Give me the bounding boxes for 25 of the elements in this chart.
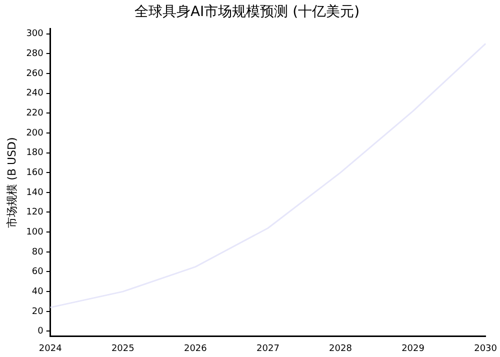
x-tick-label: 2024 (38, 344, 62, 354)
x-tick-label: 2026 (184, 344, 208, 354)
y-tick-label: 240 (26, 88, 44, 99)
x-tick-label: 2030 (474, 344, 498, 354)
chart-title: 全球具身AI市场规模预测 (十亿美元) (134, 4, 360, 20)
y-tick-label: 140 (26, 188, 44, 198)
y-tick-label: 20 (32, 306, 44, 317)
y-tick-label: 180 (26, 148, 44, 158)
y-tick-label: 0 (38, 326, 44, 337)
y-tick-label: 60 (32, 267, 44, 278)
y-tick-label: 40 (32, 286, 44, 297)
y-axis-title: 市场规模 (B USD) (5, 137, 18, 228)
x-tick-label: 2027 (256, 344, 280, 354)
y-tick-label: 80 (32, 247, 44, 258)
y-tick-label: 200 (26, 128, 44, 138)
x-tick-label: 2025 (111, 344, 134, 354)
y-tick-label: 160 (26, 168, 44, 178)
x-tick-label: 2029 (402, 344, 425, 354)
y-tick-label: 220 (26, 108, 44, 118)
y-tick-label: 260 (26, 68, 44, 79)
y-tick-label: 100 (26, 227, 44, 238)
x-tick-label: 2028 (329, 344, 352, 354)
y-tick-label: 280 (26, 48, 44, 59)
y-tick-label: 120 (26, 208, 44, 218)
y-tick-label: 300 (26, 29, 44, 40)
